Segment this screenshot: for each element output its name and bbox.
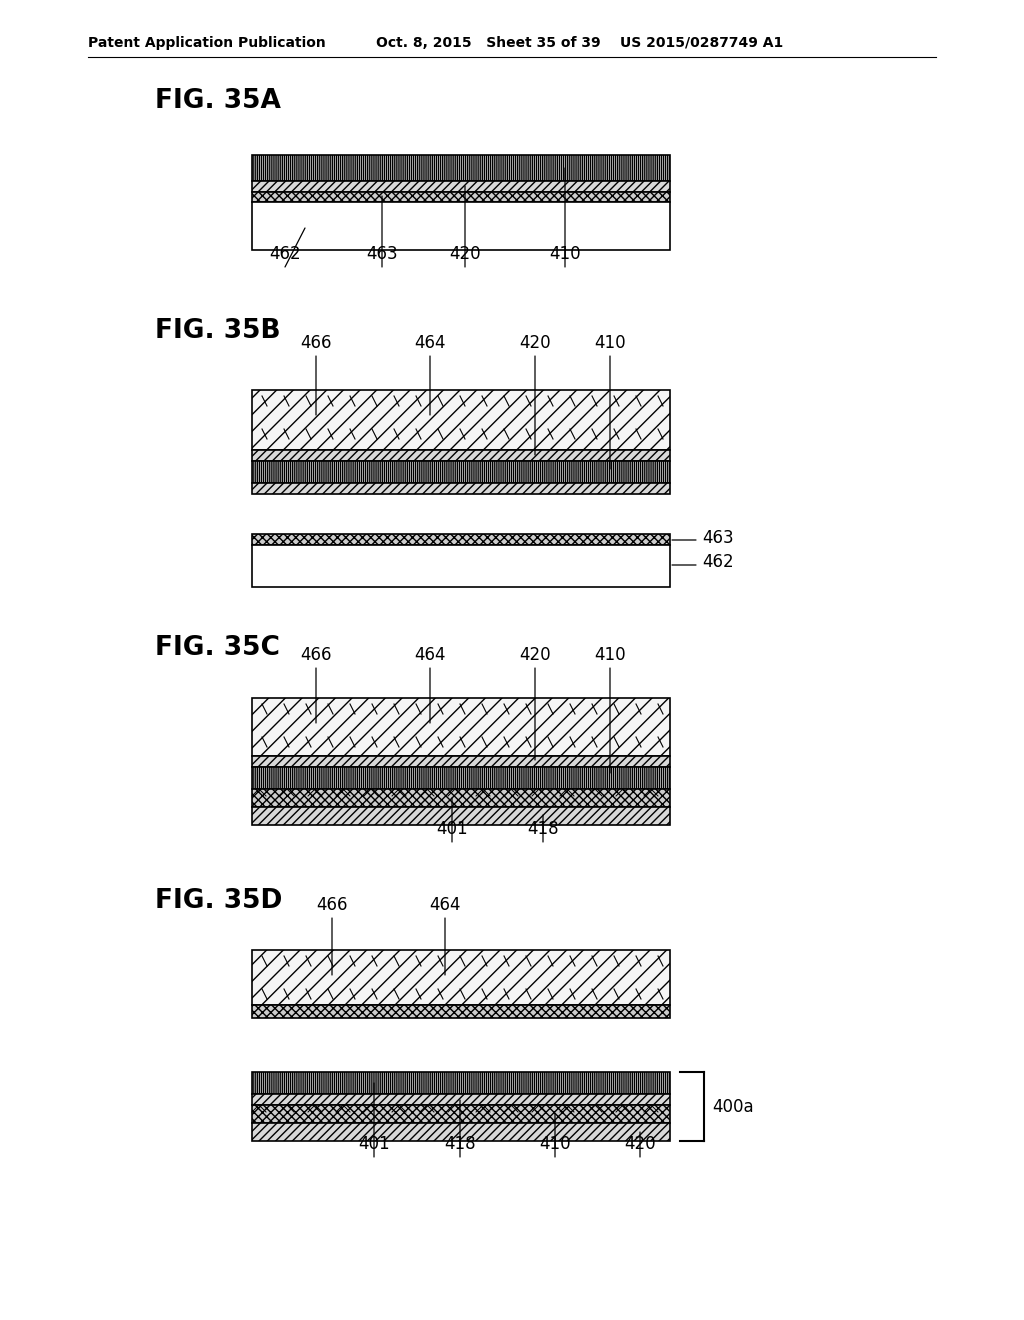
Text: 462: 462 bbox=[269, 246, 301, 263]
Bar bbox=[252, 789, 670, 807]
Text: FIG. 35A: FIG. 35A bbox=[155, 88, 281, 114]
Bar bbox=[252, 202, 670, 249]
Text: 400a: 400a bbox=[712, 1097, 754, 1115]
Bar bbox=[252, 154, 670, 181]
Bar bbox=[252, 756, 670, 767]
Text: 401: 401 bbox=[436, 820, 468, 838]
Text: 464: 464 bbox=[429, 896, 461, 913]
Text: 463: 463 bbox=[702, 529, 733, 546]
Text: Oct. 8, 2015   Sheet 35 of 39: Oct. 8, 2015 Sheet 35 of 39 bbox=[376, 36, 601, 50]
Text: 466: 466 bbox=[300, 645, 332, 664]
Text: FIG. 35D: FIG. 35D bbox=[155, 888, 283, 913]
Bar bbox=[252, 461, 670, 483]
Text: 420: 420 bbox=[450, 246, 481, 263]
Bar bbox=[252, 450, 670, 461]
Bar bbox=[252, 535, 670, 545]
Text: Patent Application Publication: Patent Application Publication bbox=[88, 36, 326, 50]
Text: 420: 420 bbox=[519, 334, 551, 352]
Bar bbox=[252, 807, 670, 825]
Text: 410: 410 bbox=[540, 1135, 570, 1152]
Bar bbox=[252, 1094, 670, 1105]
Text: US 2015/0287749 A1: US 2015/0287749 A1 bbox=[620, 36, 783, 50]
Bar bbox=[252, 1072, 670, 1094]
Bar bbox=[252, 181, 670, 191]
Text: FIG. 35C: FIG. 35C bbox=[155, 635, 280, 661]
Bar bbox=[252, 950, 670, 1005]
Text: 410: 410 bbox=[549, 246, 581, 263]
Text: 466: 466 bbox=[300, 334, 332, 352]
Text: 420: 420 bbox=[625, 1135, 655, 1152]
Bar bbox=[252, 1105, 670, 1123]
Text: 418: 418 bbox=[444, 1135, 476, 1152]
Text: 418: 418 bbox=[527, 820, 559, 838]
Text: 401: 401 bbox=[358, 1135, 390, 1152]
Text: 410: 410 bbox=[594, 645, 626, 664]
Bar bbox=[252, 483, 670, 494]
Bar bbox=[252, 1123, 670, 1140]
Bar bbox=[252, 698, 670, 756]
Text: 462: 462 bbox=[702, 553, 733, 572]
Text: 464: 464 bbox=[415, 334, 445, 352]
Bar bbox=[252, 389, 670, 450]
Text: 464: 464 bbox=[415, 645, 445, 664]
Text: FIG. 35B: FIG. 35B bbox=[155, 318, 281, 345]
Text: 463: 463 bbox=[367, 246, 397, 263]
Text: 420: 420 bbox=[519, 645, 551, 664]
Text: 466: 466 bbox=[316, 896, 348, 913]
Bar bbox=[252, 1005, 670, 1018]
Bar bbox=[252, 191, 670, 202]
Bar bbox=[252, 767, 670, 789]
Bar bbox=[252, 545, 670, 587]
Text: 410: 410 bbox=[594, 334, 626, 352]
